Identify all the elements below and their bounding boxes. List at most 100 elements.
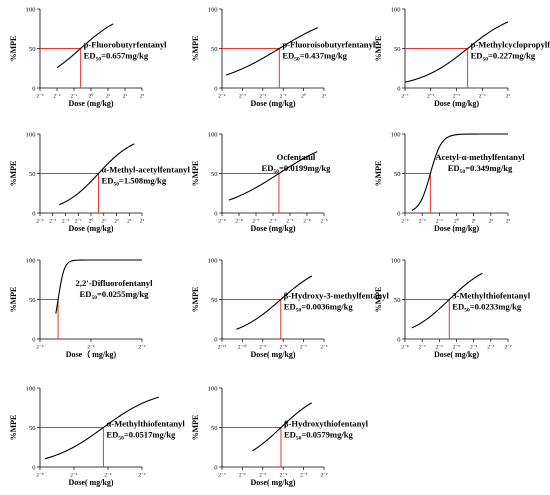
x-tick-label: 2⁻⁸ (280, 345, 287, 351)
x-axis-label: Dose( mg/kg) (250, 478, 295, 487)
ed50-subscript: 50 (92, 295, 98, 301)
x-tick-label: 2⁻⁴ (104, 473, 111, 479)
ed50-prefix: ED (452, 302, 464, 312)
x-tick-label: 2⁻⁶ (70, 473, 77, 479)
x-tick-label: 2³ (127, 219, 132, 225)
chart-panel: 0 50 100 2⁻⁴ 2⁻³ 2⁻² 2⁻¹ 2⁰ 2¹ 2² 2³ 2⁴ Dose (mg/kg)… (9, 131, 190, 233)
y-tick-label: 50 (211, 297, 218, 304)
ed50-value: =0.0036mg/kg (301, 302, 353, 312)
x-axis-label: Dose（ mg/kg) (66, 349, 117, 359)
compound-name: p-Fluoroisobutyrfentanyl (282, 40, 376, 50)
x-axis-label: Dose (mg/kg) (434, 224, 479, 233)
x-tick-label: 2² (489, 219, 494, 225)
y-tick-label: 0 (32, 336, 35, 343)
dose-response-curve (411, 133, 508, 211)
x-tick-label: 2⁻⁵ (453, 345, 460, 351)
x-tick-label: 2⁻² (505, 345, 512, 351)
y-axis-label: %MPE (191, 161, 200, 187)
y-tick-label: 50 (394, 297, 401, 304)
y-tick-label: 100 (391, 131, 401, 138)
x-tick-label: 2⁴ (140, 219, 145, 225)
chart-panel: 0 50 100 2⁻⁸ 2⁻⁷ 2⁻⁶ 2⁻⁵ 2⁻⁴ 2⁻³ 2⁻² Dose( mg/kg)%… (374, 257, 531, 359)
dose-response-curve (236, 275, 313, 330)
ed50-annotation: ED50=0.0233mg/kg (452, 302, 522, 314)
x-tick-label: 2⁻³ (49, 219, 56, 225)
x-tick-label: 2⁻⁶ (239, 473, 246, 479)
x-tick-label: 2⁻³ (239, 94, 246, 100)
ed50-value: =0.0233mg/kg (470, 302, 522, 312)
x-tick-label: 2⁻⁹ (259, 345, 266, 351)
y-tick-label: 0 (32, 464, 35, 471)
ed50-prefix: ED (102, 176, 114, 186)
x-tick-label: 2⁻² (139, 345, 146, 351)
y-axis-label: %MPE (191, 36, 200, 62)
dose-response-curve (228, 151, 318, 201)
x-tick-label: 2⁻¹ (71, 94, 78, 100)
ed50-subscript: 50 (483, 57, 489, 63)
ed50-subscript: 50 (96, 57, 102, 63)
x-tick-label: 2⁻⁵ (259, 473, 266, 479)
ed50-annotation: ED50=0.0036mg/kg (284, 302, 354, 314)
y-tick-label: 100 (391, 257, 401, 264)
ed50-value: =0.657mg/kg (101, 51, 149, 61)
y-tick-label: 100 (26, 385, 36, 392)
ed50-value: =0.227mg/kg (488, 51, 536, 61)
y-tick-label: 0 (32, 85, 35, 92)
x-tick-label: 2⁻² (54, 94, 61, 100)
x-axis-label: Dose( mg/kg) (250, 350, 295, 359)
compound-name: α-Methyl-acetylfentanyl (102, 165, 191, 175)
y-tick-label: 100 (391, 6, 401, 13)
chart-panel: 0 50 100 2⁻¹¹ 2⁻¹⁰ 2⁻⁹ 2⁻⁸ 2⁻⁷ 2⁻⁶ Dose( mg/kg) %M… (191, 257, 389, 359)
x-tick-label: 2⁻⁴ (303, 219, 310, 225)
x-tick-label: 2¹ (106, 94, 111, 100)
ed50-subscript: 50 (460, 169, 466, 175)
x-tick-label: 2¹ (102, 219, 107, 225)
x-tick-label: 2⁻⁶ (269, 219, 276, 225)
ed50-value: =0.0199mg/kg (279, 163, 331, 173)
y-tick-label: 100 (208, 131, 218, 138)
y-axis-label: %MPE (374, 36, 383, 62)
compound-name: 2,2'-Difluorofentanyl (76, 278, 154, 288)
ed50-subscript: 50 (296, 308, 302, 314)
ed50-prefix: ED (80, 289, 92, 299)
y-tick-label: 50 (394, 46, 401, 53)
ed50-prefix: ED (106, 430, 118, 440)
chart-panel: 0 50 100 2⁻⁸ 2⁻⁶ 2⁻⁴ 2⁻² Dose( mg/kg) %MPE α-Meth… (9, 385, 185, 487)
x-tick-label: 2¹ (472, 219, 477, 225)
x-tick-label: 2⁰ (89, 219, 94, 225)
x-tick-label: 2⁻¹ (280, 94, 287, 100)
y-axis-label: %MPE (374, 287, 383, 313)
x-tick-label: 2⁻² (419, 219, 426, 225)
compound-name: p-Fluorobutyrfentanyl (84, 40, 168, 50)
x-axis-label: Dose (mg/kg) (250, 224, 295, 233)
compound-name: p-Methylcyclopropylfentanyl (471, 40, 550, 50)
x-tick-label: 2⁻⁷ (252, 219, 259, 225)
compound-name: 3-Methylthiofentanyl (452, 291, 530, 301)
y-tick-label: 50 (211, 425, 218, 432)
y-tick-label: 50 (29, 46, 36, 53)
compound-name: α-Methylthiofentanyl (106, 419, 185, 429)
compound-name: β-Hydroxy-3-methylfentanyl (284, 291, 390, 301)
ed50-prefix: ED (448, 163, 460, 173)
x-axis-label: Dose (mg/kg) (68, 224, 113, 233)
chart-panel: 0 50 100 2⁻⁷ 2⁻⁵ 2⁻³ 2⁻¹ 2¹ Dose (mg/kg) %MPE p-Me… (374, 6, 550, 108)
y-tick-label: 0 (32, 210, 35, 217)
chart-panel: 0 50 100 2⁻⁷ 2⁻⁶ 2⁻⁵ 2⁻⁴ 2⁻³ 2⁻² Dose( mg/kg) %MPE… (191, 385, 369, 487)
x-tick-label: 2⁻³ (487, 345, 494, 351)
dose-response-curve (404, 21, 509, 83)
y-tick-label: 100 (208, 6, 218, 13)
ed50-annotation: ED50=0.657mg/kg (84, 51, 149, 63)
y-axis-label: %MPE (9, 287, 18, 313)
y-tick-label: 0 (397, 210, 400, 217)
x-tick-label: 2⁻¹⁰ (238, 345, 247, 351)
x-tick-label: 2⁻⁸ (235, 219, 242, 225)
y-axis-label: %MPE (191, 287, 200, 313)
x-tick-label: 2¹ (506, 94, 511, 100)
ed50-annotation: ED50=1.508mg/kg (102, 176, 167, 188)
chart-panel: 0 50 100 2⁻³ 2⁻² 2⁻¹ 2⁰ 2¹ 2² 2³ Dose (mg/kg) %MPE p… (9, 6, 167, 108)
ed50-prefix: ED (284, 430, 296, 440)
y-tick-label: 100 (26, 257, 36, 264)
x-tick-label: 2⁻¹ (436, 219, 443, 225)
x-tick-label: 2⁻⁴ (36, 219, 43, 225)
x-tick-label: 2⁻⁵ (427, 94, 434, 100)
